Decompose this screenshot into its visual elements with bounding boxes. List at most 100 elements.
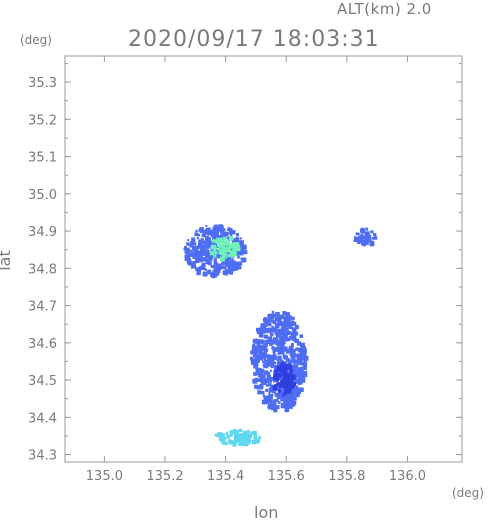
echo-cell — [232, 442, 237, 447]
echo-cell — [219, 263, 222, 266]
echo-cell — [229, 433, 233, 437]
echo-cell — [300, 356, 305, 361]
echo-cell — [302, 370, 307, 376]
echo-cell — [243, 432, 248, 437]
echo-cell — [187, 260, 191, 265]
echo-cell — [303, 360, 307, 364]
echo-cell — [282, 386, 286, 390]
echo-cell — [229, 253, 233, 257]
echo-cell — [291, 324, 294, 327]
echo-cell — [260, 380, 266, 385]
echo-cell — [231, 256, 234, 259]
echo-cell — [274, 405, 278, 408]
echo-cell — [252, 378, 258, 384]
echo-cell — [296, 341, 302, 346]
echo-cell — [189, 243, 194, 248]
echo-cell — [284, 388, 290, 393]
echo-cell — [205, 228, 208, 231]
echo-cell — [274, 322, 280, 328]
echo-cell — [231, 243, 236, 248]
echo-cell — [196, 269, 201, 274]
echo-cell — [256, 328, 261, 333]
echo-cell — [268, 392, 271, 395]
y-tick-label: 34.3 — [28, 449, 57, 464]
echo-cell — [283, 392, 287, 396]
echo-cell — [236, 439, 239, 443]
echo-cell — [262, 327, 267, 331]
echo-cell — [270, 316, 273, 319]
echo-cell — [365, 242, 369, 245]
echo-cell — [269, 361, 275, 367]
echo-cell — [353, 236, 357, 239]
echo-cell — [262, 377, 267, 383]
echo-cell — [191, 253, 196, 258]
echo-cell — [362, 242, 366, 247]
echo-cell — [267, 377, 273, 383]
echo-cell — [273, 408, 278, 413]
echo-cell — [290, 354, 296, 359]
echo-cell — [266, 401, 269, 405]
echo-cell — [209, 240, 215, 246]
echo-cell — [234, 266, 239, 271]
echo-cell — [274, 330, 277, 333]
echo-cell — [239, 441, 243, 446]
echo-cell — [229, 228, 233, 232]
echo-cell — [234, 435, 238, 439]
echo-cell — [285, 399, 291, 405]
x-tick-label: 135.6 — [268, 469, 305, 484]
echo-cell — [361, 235, 366, 240]
echo-cell — [200, 248, 205, 254]
echo-cell — [249, 356, 253, 360]
echo-cell — [278, 376, 282, 380]
echo-cell — [218, 249, 224, 255]
echo-cell — [220, 265, 225, 270]
echo-cell — [364, 239, 369, 245]
echo-cell — [194, 248, 199, 254]
echo-cell — [270, 334, 273, 337]
x-axis-label: lon — [254, 503, 279, 522]
echo-cell — [269, 384, 275, 390]
echo-cell — [199, 252, 203, 256]
echo-cell — [277, 321, 283, 327]
echo-cell — [241, 257, 247, 263]
echo-cell — [271, 325, 274, 329]
echo-cell — [300, 350, 306, 356]
echo-cell — [247, 433, 253, 439]
echo-cell — [254, 377, 258, 381]
echo-cell — [268, 356, 274, 361]
echo-cell — [282, 323, 285, 327]
echo-cell — [297, 359, 303, 364]
echo-cell — [279, 384, 283, 389]
echo-cell — [200, 264, 204, 268]
echo-cell — [266, 358, 271, 363]
echo-cell — [205, 260, 210, 265]
echo-cell — [280, 362, 286, 367]
echo-cell — [280, 343, 285, 349]
echo-cell — [195, 251, 199, 256]
echo-cell — [303, 366, 307, 370]
echo-cell — [357, 232, 360, 236]
echo-cell — [222, 433, 225, 436]
echo-cell — [281, 372, 286, 377]
echo-cell — [260, 329, 266, 334]
echo-cell — [289, 363, 293, 366]
echo-cell — [272, 399, 277, 403]
echo-cell — [213, 264, 219, 269]
echo-cell — [288, 386, 293, 390]
echo-cell — [211, 244, 214, 248]
echo-cell — [297, 382, 301, 385]
echo-cell — [279, 335, 285, 341]
echo-cell — [275, 399, 279, 403]
echo-cell — [222, 228, 226, 231]
echo-cell — [276, 394, 282, 400]
echo-cell — [279, 374, 283, 378]
echo-cell — [289, 359, 294, 363]
echo-cell — [219, 228, 225, 233]
echo-cell — [259, 368, 265, 374]
echo-cell — [296, 354, 299, 357]
echo-cell — [284, 361, 287, 364]
echo-cell — [190, 250, 194, 254]
echo-cell — [287, 317, 291, 320]
echo-cell — [223, 265, 227, 269]
echo-cell — [265, 339, 270, 344]
